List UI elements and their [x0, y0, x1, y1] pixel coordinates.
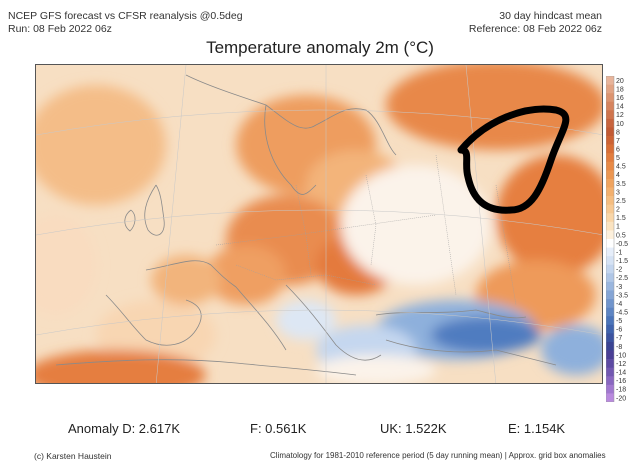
- colorbar-swatch: [606, 204, 614, 214]
- colorbar-swatch: [606, 316, 614, 326]
- colorbar-tick-label: 1.5: [616, 215, 626, 222]
- colorbar-swatch: [606, 333, 614, 343]
- colorbar-tick-label: -5: [616, 318, 622, 325]
- colorbar-swatch: [606, 84, 614, 94]
- anomaly-uk-stat: UK: 1.522K: [380, 421, 447, 436]
- coastlines: [55, 74, 557, 376]
- colorbar-swatch: [606, 118, 614, 128]
- colorbar-swatch: [606, 290, 614, 300]
- hand-drawn-circle-annotation: [457, 105, 570, 214]
- colorbar-swatch: [606, 136, 614, 145]
- colorbar-swatch: [606, 307, 614, 317]
- colorbar-swatch: [606, 324, 614, 334]
- colorbar-swatch: [606, 256, 614, 266]
- colorbar-swatch: [606, 170, 614, 180]
- colorbar-swatch: [606, 187, 614, 197]
- colorbar-swatch: [606, 367, 614, 377]
- colorbar-swatch: [606, 153, 614, 163]
- colorbar-tick-label: 20: [616, 78, 624, 85]
- colorbar-tick-label: -8: [616, 344, 622, 351]
- colorbar-swatch: [606, 384, 614, 394]
- climatology-note: Climatology for 1981-2010 reference peri…: [270, 451, 606, 460]
- colorbar-tick-label: -4: [616, 301, 622, 308]
- colorbar-tick-label: 8: [616, 129, 620, 136]
- colorbar-swatch: [606, 110, 614, 120]
- colorbar-swatch: [606, 350, 614, 360]
- colorbar-swatch: [606, 144, 614, 154]
- colorbar-swatch: [606, 196, 614, 205]
- colorbar-tick-label: -7: [616, 335, 622, 342]
- run-time: Run: 08 Feb 2022 06z: [8, 23, 112, 35]
- colorbar-tick-label: 7: [616, 138, 620, 145]
- colorbar-swatch: [606, 127, 614, 137]
- colorbar-swatch: [606, 213, 614, 223]
- anomaly-e-stat: E: 1.154K: [508, 421, 566, 436]
- colorbar-swatch: [606, 178, 614, 188]
- graticule: [36, 65, 602, 383]
- colorbar-tick-label: -12: [616, 361, 626, 368]
- colorbar-swatch: [606, 221, 614, 231]
- colorbar-swatch: [606, 299, 614, 308]
- colorbar-tick-label: 16: [616, 95, 624, 102]
- colorbar-tick-label: 12: [616, 112, 624, 119]
- anomaly-map: [35, 64, 603, 384]
- colorbar-swatch: [606, 93, 614, 103]
- map-title: Temperature anomaly 2m (°C): [206, 38, 434, 57]
- hindcast-period: 30 day hindcast mean: [499, 10, 602, 22]
- colorbar-swatch: [606, 264, 614, 274]
- colorbar-swatch: [606, 273, 614, 283]
- colorbar-tick-label: -20: [616, 395, 626, 402]
- colorbar-tick-label: 10: [616, 121, 624, 128]
- colorbar-swatch: [606, 281, 614, 291]
- credit: (c) Karsten Haustein: [34, 451, 112, 461]
- colorbar-tick-label: 4.5: [616, 164, 626, 171]
- colorbar-tick-label: 2: [616, 207, 620, 214]
- colorbar-tick-label: 4: [616, 172, 620, 179]
- colorbar-tick-label: -3: [616, 284, 622, 291]
- colorbar-swatch: [606, 239, 614, 248]
- colorbar-tick-label: -1.5: [616, 258, 628, 265]
- colorbar-tick-label: -4.5: [616, 309, 628, 316]
- colorbar-swatch: [606, 76, 614, 85]
- colorbar-swatch: [606, 341, 614, 351]
- header-right: 30 day hindcast mean Reference: 08 Feb 2…: [469, 10, 602, 36]
- colorbar-tick-label: -18: [616, 387, 626, 394]
- country-borders: [215, 154, 517, 306]
- colorbar-tick-label: -10: [616, 352, 626, 359]
- colorbar-swatch: [606, 393, 614, 403]
- colorbar-tick-label: -14: [616, 370, 626, 377]
- colorbar-swatch: [606, 359, 614, 368]
- colorbar-swatch: [606, 161, 614, 171]
- colorbar-swatch: [606, 101, 614, 111]
- colorbar-scale: 20181614121087654.543.532.521.510.5-0.5-…: [605, 75, 628, 403]
- colorbar-tick-label: 14: [616, 104, 624, 111]
- anomaly-map-graphic: [36, 65, 602, 383]
- colorbar-tick-label: -2: [616, 267, 622, 274]
- colorbar-swatch: [606, 247, 614, 257]
- colorbar-tick-label: 18: [616, 86, 624, 93]
- model-description: NCEP GFS forecast vs CFSR reanalysis @0.…: [8, 10, 243, 22]
- anomaly-d-stat: Anomaly D: 2.617K: [68, 421, 181, 436]
- colorbar-tick-label: 3.5: [616, 181, 626, 188]
- header-left: NCEP GFS forecast vs CFSR reanalysis @0.…: [8, 10, 243, 36]
- colorbar-tick-label: -3.5: [616, 292, 628, 299]
- colorbar-tick-label: -0.5: [616, 241, 628, 248]
- colorbar-tick-label: 2.5: [616, 198, 626, 205]
- colorbar-tick-label: -6: [616, 327, 622, 334]
- colorbar-swatch: [606, 376, 614, 386]
- colorbar-swatch: [606, 230, 614, 240]
- colorbar-tick-label: 6: [616, 146, 620, 153]
- reference-time: Reference: 08 Feb 2022 06z: [468, 23, 602, 35]
- colorbar-tick-label: 5: [616, 155, 620, 162]
- colorbar-tick-label: 0.5: [616, 232, 626, 239]
- colorbar-tick-label: 1: [616, 224, 620, 231]
- anomaly-f-stat: F: 0.561K: [250, 421, 307, 436]
- colorbar: 20 18 16 14 12 10 8 7 6 5 4.5 4 3.5 3 2.5 2 1.5 1 0.5 -0.5-…: [605, 75, 636, 403]
- colorbar-tick-label: -2.5: [616, 275, 628, 282]
- colorbar-tick-label: -16: [616, 378, 626, 385]
- colorbar-tick-label: -1: [616, 249, 622, 256]
- colorbar-tick-label: 3: [616, 189, 620, 196]
